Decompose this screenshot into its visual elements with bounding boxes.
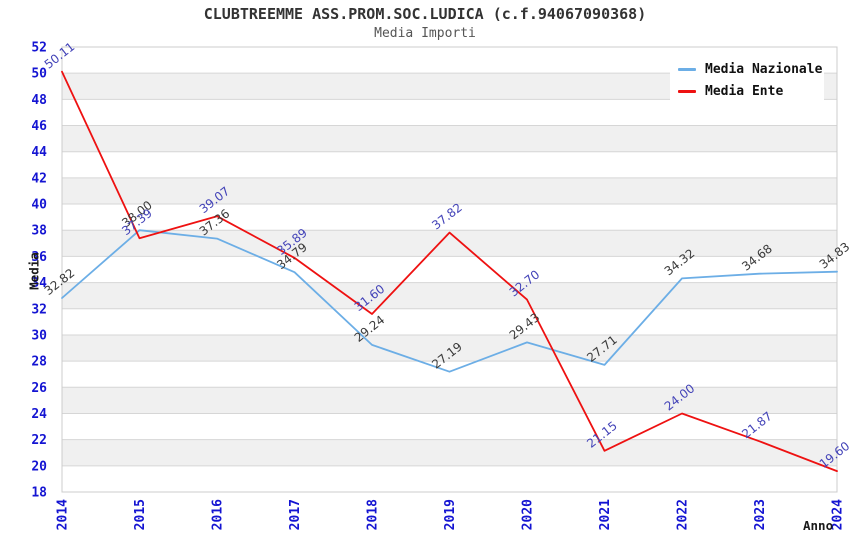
y-tick-label: 40 [31, 198, 47, 213]
legend: Media Nazionale Media Ente [670, 56, 824, 105]
x-tick-label: 2018 [366, 499, 381, 530]
y-tick-label: 42 [31, 171, 47, 186]
x-tick-label: 2014 [56, 499, 71, 530]
y-grid-band [62, 125, 837, 152]
point-label-media-ente: 37.82 [429, 200, 465, 232]
y-grid-band [62, 230, 837, 257]
x-tick-label: 2015 [133, 499, 148, 530]
y-tick-label: 24 [31, 407, 47, 422]
chart-subtitle: Media Importi [374, 26, 476, 41]
y-tick-label: 26 [31, 381, 47, 396]
y-tick-label: 32 [31, 302, 47, 317]
x-tick-label: 2024 [831, 499, 846, 530]
y-tick-label: 22 [31, 433, 47, 448]
series-line-media-nazionale [61, 229, 838, 373]
y-grid-band [62, 177, 837, 205]
x-tick-label: 2023 [753, 499, 768, 530]
x-axis-title: Anno [803, 518, 834, 533]
legend-item-media-nazionale[interactable]: Media Nazionale [678, 62, 823, 77]
y-tick-label: 28 [31, 355, 47, 370]
x-tick-label: 2020 [521, 499, 536, 530]
y-tick-label: 50 [31, 67, 47, 82]
legend-swatch-media-ente-icon [678, 90, 696, 93]
y-tick-label: 20 [31, 459, 47, 474]
y-tick-label: 52 [31, 41, 47, 56]
plot-border [61, 46, 838, 493]
y-tick-label: 34 [31, 276, 47, 291]
x-tick-label: 2022 [676, 499, 691, 530]
y-axis-title: Media [26, 252, 42, 290]
y-grid-band [62, 387, 837, 414]
series-line-media-ente [61, 70, 838, 473]
legend-label-media-ente: Media Ente [705, 84, 784, 99]
x-tick-label: 2016 [211, 499, 226, 530]
legend-label-media-nazionale: Media Nazionale [705, 62, 823, 77]
legend-item-media-ente[interactable]: Media Ente [678, 84, 820, 99]
y-tick-label: 36 [31, 250, 47, 265]
x-tick-label: 2021 [598, 499, 613, 530]
y-grid-band [62, 439, 837, 466]
legend-swatch-media-nazionale-icon [678, 68, 696, 71]
y-grid-band [62, 282, 837, 309]
x-tick-label: 2019 [443, 499, 458, 530]
y-tick-label: 18 [31, 486, 47, 501]
chart-title: CLUBTREEMME ASS.PROM.SOC.LUDICA (c.f.940… [203, 5, 647, 23]
point-label-media-ente: 50.11 [42, 39, 78, 71]
x-tick-label: 2017 [288, 499, 303, 530]
y-tick-label: 38 [31, 224, 47, 239]
y-tick-label: 44 [31, 145, 47, 160]
y-tick-label: 30 [31, 328, 47, 343]
y-tick-label: 48 [31, 93, 47, 108]
y-grid-band [62, 334, 837, 362]
y-tick-label: 46 [31, 119, 47, 134]
